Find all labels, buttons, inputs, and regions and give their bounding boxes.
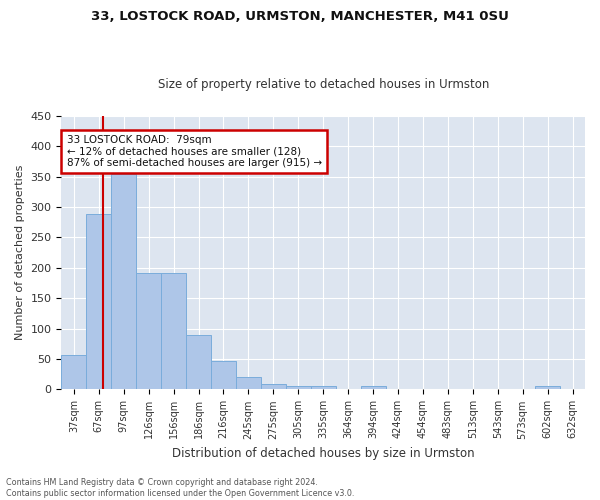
Bar [236,376,261,390]
Bar [136,274,161,390]
Bar [61,355,86,390]
Bar [535,386,560,390]
Bar [86,214,111,390]
Bar [286,386,311,390]
Title: Size of property relative to detached houses in Urmston: Size of property relative to detached ho… [158,78,489,91]
Bar [186,334,211,390]
X-axis label: Distribution of detached houses by size in Urmston: Distribution of detached houses by size … [172,447,475,460]
Y-axis label: Number of detached properties: Number of detached properties [15,165,25,340]
Text: 33 LOSTOCK ROAD:  79sqm
← 12% of detached houses are smaller (128)
87% of semi-d: 33 LOSTOCK ROAD: 79sqm ← 12% of detached… [67,135,322,168]
Bar [111,174,136,390]
Text: Contains HM Land Registry data © Crown copyright and database right 2024.
Contai: Contains HM Land Registry data © Crown c… [6,478,355,498]
Bar [161,274,186,390]
Text: 33, LOSTOCK ROAD, URMSTON, MANCHESTER, M41 0SU: 33, LOSTOCK ROAD, URMSTON, MANCHESTER, M… [91,10,509,23]
Bar [361,386,386,390]
Bar [311,386,335,390]
Bar [261,384,286,390]
Bar [211,362,236,390]
